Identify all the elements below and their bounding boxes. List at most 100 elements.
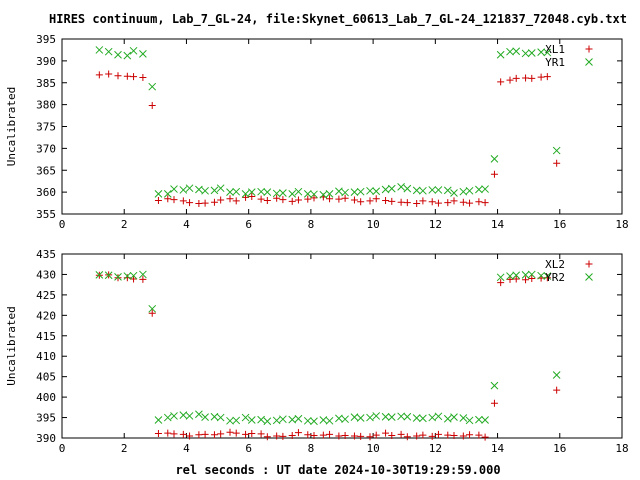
data-point [419,186,427,195]
data-point [459,187,468,196]
data-point [552,371,561,379]
y-axis-label: Uncalibrated [5,306,18,385]
data-point [179,430,187,438]
data-point [372,187,381,196]
data-point [257,415,265,424]
data-point [179,197,187,205]
data-point [185,412,194,420]
data-point [450,189,458,197]
data-point [481,416,489,424]
data-point [475,185,483,194]
data-point [528,74,536,82]
data-point [506,272,514,280]
data-point [263,188,272,196]
data-point [434,199,442,207]
data-point [226,188,234,196]
data-point [335,187,343,196]
data-point [95,46,104,54]
data-point [521,270,530,279]
data-point [210,198,218,206]
data-point [387,413,396,422]
data-point [450,432,458,440]
data-point [95,270,104,279]
data-point [381,412,390,421]
data-point [247,188,256,196]
data-point [466,199,474,207]
data-point [154,190,163,198]
data-point [232,187,241,196]
y-tick-label: 390 [36,55,56,68]
data-point [490,399,498,407]
data-point [366,186,374,195]
data-point [148,82,157,91]
data-point [490,170,498,178]
data-point [232,429,240,437]
data-point [186,199,194,207]
legend-label: XL1 [545,43,565,56]
data-point [288,197,296,205]
data-point [475,415,483,424]
data-point [522,276,530,284]
data-point [164,195,172,203]
data-point [123,274,131,282]
data-point [403,184,412,193]
data-point [279,196,287,204]
data-point [506,76,514,84]
data-point [459,414,468,422]
data-point [413,432,421,440]
chart-title: HIRES continuum, Lab_7_GL-24, file:Skyne… [49,12,627,27]
y-tick-label: 365 [36,164,56,177]
data-point [263,433,271,441]
data-point [428,198,436,206]
x-tick-label: 8 [308,442,315,455]
data-point [201,186,209,195]
data-point [412,414,421,422]
data-point [114,72,122,80]
data-point [341,188,349,197]
y-tick-label: 380 [36,99,56,112]
data-point [273,432,281,440]
data-point [335,432,343,440]
data-point [263,196,271,204]
data-point [310,190,318,199]
data-point [294,187,303,196]
y-tick-label: 405 [36,371,56,384]
data-point [288,432,296,440]
bottom-panel: 0 2 4 6 8 10 12 14 16 18 390 395 400 405 410 415 420 425 4… [5,248,629,455]
data-point [357,198,365,206]
data-point [366,197,374,205]
data-point [242,430,250,438]
data-point [210,431,218,439]
data-point [139,74,147,81]
data-point [273,194,281,202]
x-tick-label: 0 [59,442,66,455]
data-point [481,185,489,193]
data-point [537,73,545,81]
data-point [428,432,436,440]
data-point [335,414,343,423]
data-point [496,273,505,282]
legend-label: YR2 [545,271,565,284]
x-tick-label: 4 [183,442,190,455]
data-point [201,430,209,438]
data-point [257,187,265,196]
legend-marker [585,58,593,66]
data-point [444,431,452,439]
data-point [506,47,514,56]
data-point [443,186,452,195]
data-point [304,195,312,203]
data-point [350,432,358,440]
data-point [506,275,514,283]
data-point [357,432,365,440]
data-point [195,410,203,419]
x-tick-label: 10 [366,218,379,231]
data-point [397,430,405,438]
data-point [444,199,452,207]
data-point [403,199,411,207]
top-panel: 0 2 4 6 8 10 12 14 16 18 355 360 365 370 375 380 385 390 3… [5,33,629,231]
data-point [232,197,240,205]
y-tick-label: 430 [36,268,56,281]
data-point [319,431,327,439]
x-tick-label: 2 [121,442,128,455]
data-point [403,412,412,421]
